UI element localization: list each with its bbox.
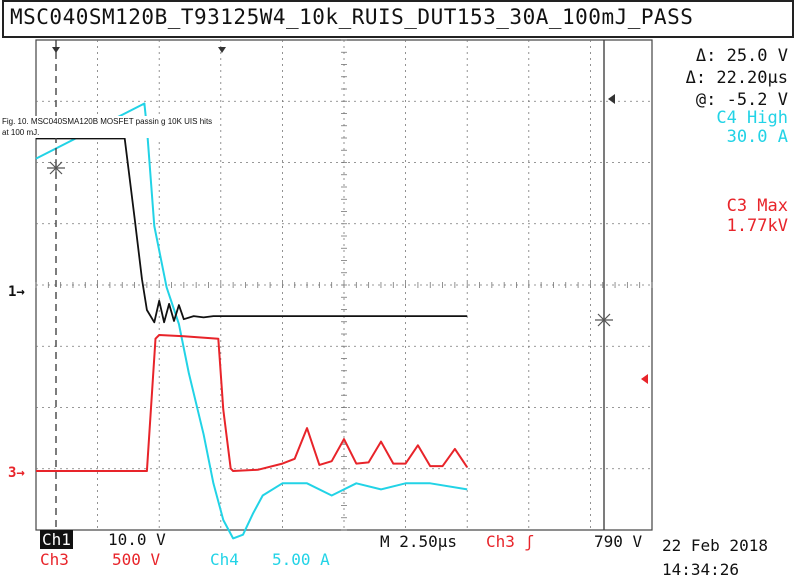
crosshair-stroke [597,313,611,327]
ch1-trace [36,137,468,324]
waveform-title: MSC040SM120B_T93125W4_10k_RUIS_DUT153_30… [10,5,694,29]
ch1-label: Ch1 [40,530,73,549]
ch4-label: Ch4 [210,550,239,569]
capture-time: 14:34:26 [662,560,740,579]
cursor-1-handle[interactable] [52,47,60,53]
title-bar: MSC040SM120B_T93125W4_10k_RUIS_DUT153_30… [2,0,794,38]
trigger-source: Ch3 ʃ [486,532,535,551]
ch3-scale: 500 V [112,550,161,569]
traces [35,102,469,540]
ch1-scale: 10.0 V [108,530,166,549]
ch3-ground-marker[interactable]: 3→ [8,465,25,481]
c3-measure-label: C3 Max [726,196,788,216]
cursor-level-marker[interactable] [608,94,615,104]
cursor-crosshair [595,311,613,329]
cursors [47,40,615,530]
timebase: M 2.50µs [380,532,458,551]
ch3-label: Ch3 [40,550,69,569]
cursor-delta-time: Δ: 22.20µs [685,68,788,88]
trigger-position-marker[interactable] [218,47,226,53]
ch3-trace [36,334,469,472]
cursor-delta-voltage: Δ: 25.0 V [695,46,788,66]
ch4-trace [35,102,468,540]
cursor-at-value: @: -5.2 V [695,90,788,110]
c3-measure-value: 1.77kV [726,216,788,236]
trigger-level-marker[interactable] [641,374,648,384]
capture-date: 22 Feb 2018 [662,536,768,555]
figure-caption: Fig. 10. MSC040SMA120B MOSFET passin g 1… [2,116,214,138]
cursor-crosshair [47,159,65,177]
crosshair-stroke [49,161,63,175]
ch4-scale: 5.00 A [272,550,330,569]
c4-measure-value: 30.0 A [726,127,788,147]
c4-measure-label: C4 High [716,108,788,128]
graticule [35,39,653,531]
trigger-level: 790 V [594,532,643,551]
ch1-ground-marker[interactable]: 1→ [8,284,25,300]
